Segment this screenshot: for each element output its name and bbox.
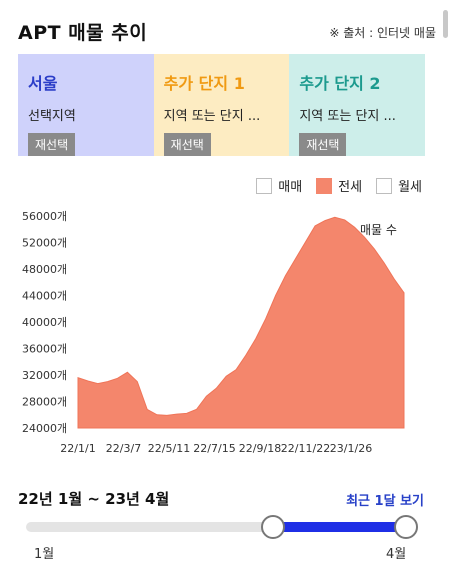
checkbox-icon[interactable] (256, 177, 273, 194)
x-tick-label: 23/1/26 (330, 442, 372, 455)
selector-card-seoul[interactable]: 서울 선택지역 재선택 (18, 54, 154, 156)
x-tick-label: 22/3/7 (106, 442, 141, 455)
page-title: APT 매물 추이 (18, 22, 148, 44)
y-tick-label: 36000개 (22, 343, 67, 356)
y-tick-label: 24000개 (22, 422, 67, 435)
date-range-text: 22년 1월 ~ 23년 4월 (18, 490, 170, 508)
selector-name: 추가 단지 2 (299, 74, 381, 93)
y-tick-label: 56000개 (22, 210, 67, 223)
legend-label: 매매 (278, 180, 303, 195)
x-tick-label: 22/11/22 (281, 442, 330, 455)
legend-item-monthly[interactable]: 월세 (376, 176, 422, 195)
x-tick-label: 22/5/11 (148, 442, 190, 455)
checkbox-checked-icon[interactable] (316, 177, 333, 194)
x-tick-label: 22/9/18 (239, 442, 281, 455)
header: APT 매물 추이 ※ 출처 : 인터넷 매물 (18, 16, 436, 46)
reselect-button[interactable]: 재선택 (163, 133, 211, 156)
slider-selected-range (272, 522, 406, 532)
y-tick-label: 40000개 (22, 316, 67, 329)
y-tick-label: 52000개 (22, 237, 67, 250)
scrollbar-thumb[interactable] (443, 10, 448, 38)
legend-label: 전세 (338, 180, 363, 195)
date-range-slider[interactable] (26, 515, 418, 539)
x-tick-label: 22/7/15 (193, 442, 235, 455)
y-tick-label: 44000개 (22, 290, 67, 303)
selector-subtitle: 지역 또는 단지 ... (163, 109, 261, 124)
region-selector-row: 서울 선택지역 재선택 추가 단지 1 지역 또는 단지 ... 재선택 추가 … (18, 54, 426, 156)
selector-subtitle: 선택지역 (28, 109, 76, 124)
series-label: 매물 수 (360, 223, 397, 237)
selector-subtitle: 지역 또는 단지 ... (299, 109, 396, 124)
legend-item-sale[interactable]: 매매 (256, 176, 302, 195)
y-tick-label: 32000개 (22, 369, 67, 382)
selector-name: 추가 단지 1 (163, 74, 245, 93)
source-note: ※ 출처 : 인터넷 매물 (329, 26, 436, 40)
slider-end-label: 4월 (386, 547, 407, 562)
y-tick-label: 48000개 (22, 263, 67, 276)
selector-name: 서울 (28, 74, 58, 93)
y-tick-label: 28000개 (22, 396, 67, 409)
slider-end-handle[interactable] (394, 515, 418, 539)
reselect-button[interactable]: 재선택 (28, 133, 76, 156)
legend-item-jeonse[interactable]: 전세 (316, 176, 362, 195)
chart-legend: 매매 전세 월세 (242, 176, 422, 195)
slider-start-label: 1월 (34, 547, 55, 562)
slider-track[interactable] (26, 522, 418, 532)
listing-count-chart: 56000개 52000개 48000개 44000개 40000개 36000개 3200… (22, 210, 405, 455)
range-row: 22년 1월 ~ 23년 4월 최근 1달 보기 (18, 486, 424, 509)
x-tick-label: 22/1/1 (60, 442, 95, 455)
jeonse-area-series (77, 216, 405, 429)
legend-label: 월세 (398, 180, 422, 195)
selector-card-add1[interactable]: 추가 단지 1 지역 또는 단지 ... 재선택 (153, 54, 290, 156)
reselect-button[interactable]: 재선택 (299, 133, 347, 156)
checkbox-icon[interactable] (376, 177, 393, 194)
slider-start-handle[interactable] (260, 515, 285, 539)
selector-card-add2[interactable]: 추가 단지 2 지역 또는 단지 ... 재선택 (289, 54, 426, 156)
recent-month-button[interactable]: 최근 1달 보기 (346, 494, 424, 509)
